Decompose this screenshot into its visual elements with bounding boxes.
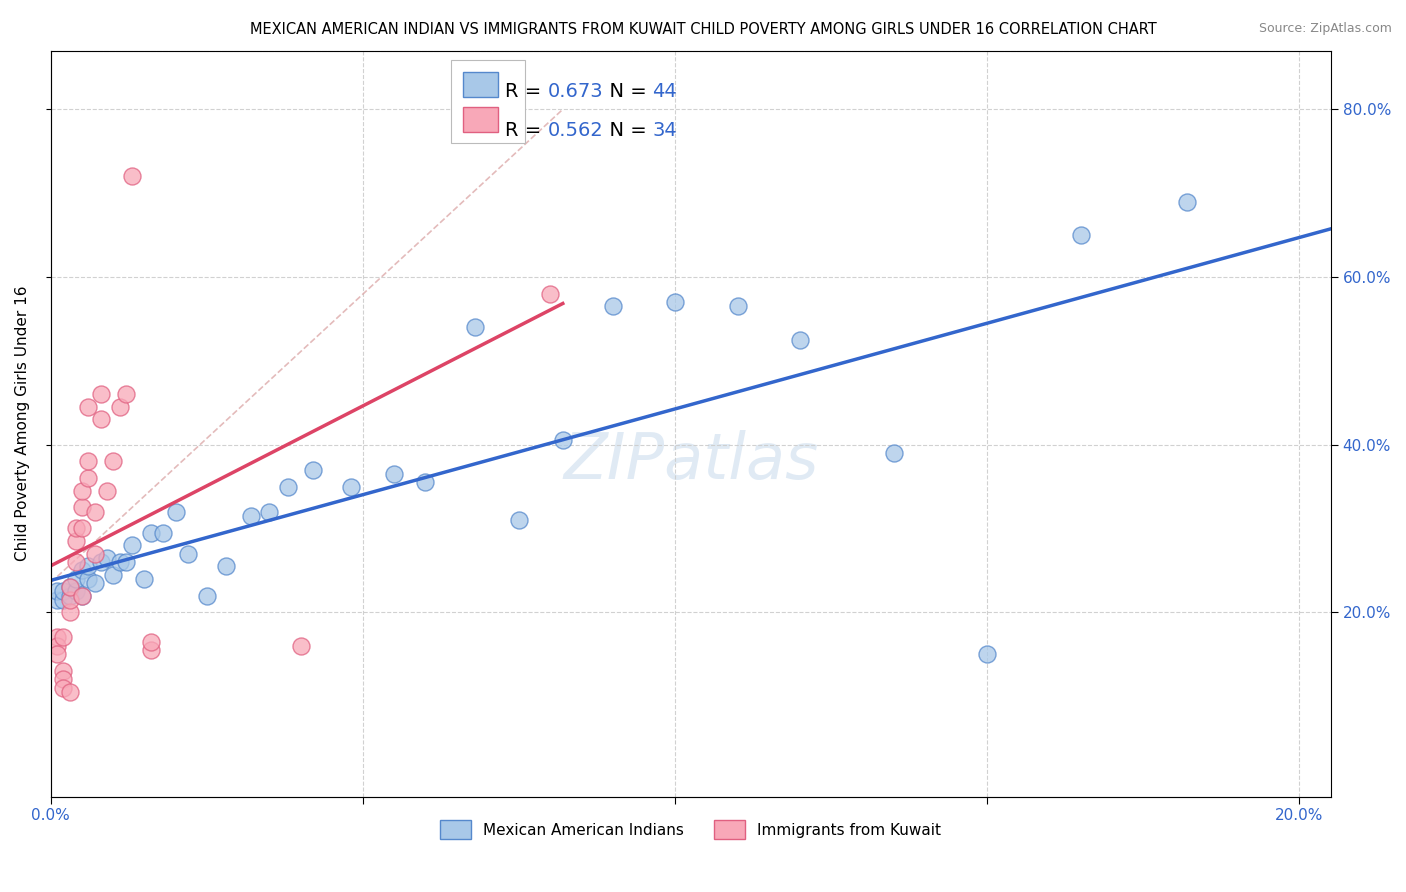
Point [139, 634, 162, 648]
Point [58, 589, 80, 603]
Point [46, 584, 69, 599]
Point [96, 550, 118, 565]
Point [52, 681, 75, 695]
Point [77, 559, 100, 574]
Text: 44: 44 [652, 82, 678, 101]
Point [415, 475, 437, 490]
Point [83, 576, 105, 591]
Point [789, 333, 811, 347]
Point [239, 508, 262, 523]
Legend: , : , [451, 61, 524, 144]
Point [121, 538, 143, 552]
Point [103, 567, 125, 582]
Point [70, 521, 93, 535]
Point [65, 521, 87, 535]
Point [70, 483, 93, 498]
Point [46, 639, 69, 653]
Point [1175, 194, 1198, 209]
Point [77, 400, 100, 414]
Point [96, 483, 118, 498]
Point [65, 572, 87, 586]
Point [46, 647, 69, 661]
Point [1070, 228, 1092, 243]
Point [883, 446, 905, 460]
Point [976, 647, 998, 661]
Point [65, 555, 87, 569]
Point [277, 479, 299, 493]
Point [58, 685, 80, 699]
Point [108, 400, 131, 414]
Point [52, 592, 75, 607]
Point [214, 559, 236, 574]
Point [551, 434, 574, 448]
Text: 0.562: 0.562 [547, 121, 603, 140]
Point [108, 555, 131, 569]
Point [83, 547, 105, 561]
Point [52, 664, 75, 678]
Point [290, 639, 312, 653]
Point [302, 463, 325, 477]
Point [90, 555, 112, 569]
Point [177, 547, 200, 561]
Point [90, 412, 112, 426]
Text: Source: ZipAtlas.com: Source: ZipAtlas.com [1258, 22, 1392, 36]
Text: 34: 34 [652, 121, 678, 140]
Text: R =: R = [505, 121, 548, 140]
Point [134, 572, 156, 586]
Point [46, 631, 69, 645]
Point [70, 500, 93, 515]
Point [70, 589, 93, 603]
Point [77, 471, 100, 485]
Point [103, 454, 125, 468]
Point [139, 525, 162, 540]
Point [58, 605, 80, 619]
Text: ZIPatlas: ZIPatlas [562, 430, 818, 492]
Point [195, 589, 218, 603]
Point [114, 387, 136, 401]
Point [114, 555, 136, 569]
Point [83, 505, 105, 519]
Point [90, 387, 112, 401]
Point [58, 592, 80, 607]
Point [58, 580, 80, 594]
Text: N =: N = [598, 82, 654, 101]
Point [382, 467, 405, 481]
Text: R =: R = [505, 82, 548, 101]
Point [77, 572, 100, 586]
Point [152, 525, 174, 540]
Point [259, 505, 281, 519]
Point [46, 592, 69, 607]
Point [52, 673, 75, 687]
Text: 0.673: 0.673 [547, 82, 603, 101]
Point [664, 295, 686, 310]
Point [70, 563, 93, 577]
Point [602, 299, 624, 313]
Point [65, 584, 87, 599]
Point [70, 589, 93, 603]
Point [52, 631, 75, 645]
Y-axis label: Child Poverty Among Girls Under 16: Child Poverty Among Girls Under 16 [15, 286, 30, 561]
Text: N =: N = [598, 121, 654, 140]
Point [727, 299, 749, 313]
Point [58, 580, 80, 594]
Point [139, 643, 162, 657]
Point [165, 505, 187, 519]
Point [52, 584, 75, 599]
Point [77, 454, 100, 468]
Point [339, 479, 361, 493]
Point [121, 169, 143, 184]
Point [464, 320, 486, 334]
Point [65, 534, 87, 549]
Point [538, 286, 561, 301]
Text: MEXICAN AMERICAN INDIAN VS IMMIGRANTS FROM KUWAIT CHILD POVERTY AMONG GIRLS UNDE: MEXICAN AMERICAN INDIAN VS IMMIGRANTS FR… [250, 22, 1156, 37]
Point [508, 513, 530, 527]
